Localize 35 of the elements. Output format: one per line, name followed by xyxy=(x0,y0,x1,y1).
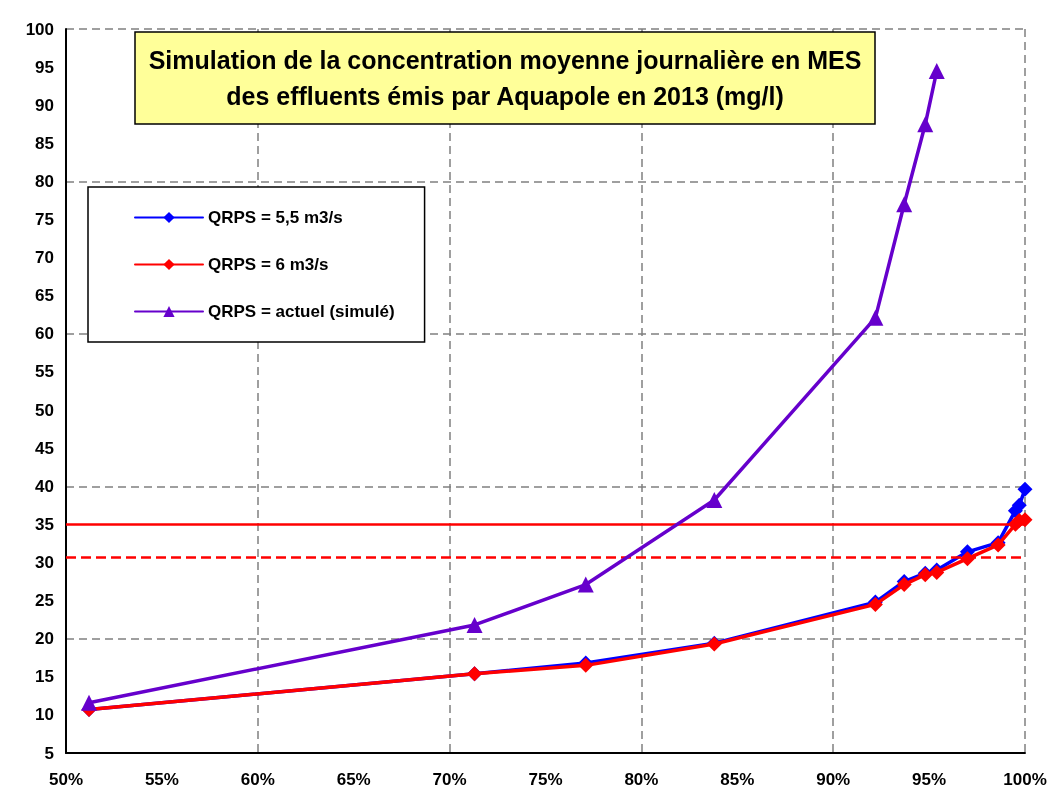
y-tick-label: 45 xyxy=(35,438,54,458)
y-tick-label: 60 xyxy=(35,324,54,344)
y-tick-label: 95 xyxy=(35,57,54,77)
x-tick-label: 90% xyxy=(816,770,851,789)
y-tick-label: 85 xyxy=(35,133,54,153)
x-tick-label: 50% xyxy=(48,770,84,789)
y-tick-label: 35 xyxy=(35,514,54,534)
y-tick-label: 80 xyxy=(35,171,54,191)
y-tick-label: 20 xyxy=(35,629,54,649)
x-tick-label: 80% xyxy=(624,770,659,789)
legend-label: QRPS = 5,5 m3/s xyxy=(208,208,343,227)
x-tick-label: 85% xyxy=(720,770,755,789)
y-tick-label: 30 xyxy=(35,552,54,572)
y-tick-label: 15 xyxy=(35,667,54,687)
y-tick-label: 70 xyxy=(35,248,54,268)
x-tick-label: 100% xyxy=(1003,770,1047,789)
y-tick-label: 65 xyxy=(35,286,54,306)
x-tick-label: 75% xyxy=(528,770,563,789)
y-tick-label: 75 xyxy=(35,210,54,230)
y-tick-label: 40 xyxy=(35,476,54,496)
x-tick-label: 70% xyxy=(432,770,467,789)
x-tick-label: 60% xyxy=(240,770,275,789)
x-tick-label: 65% xyxy=(336,770,371,789)
legend-label: QRPS = actuel (simulé) xyxy=(208,302,395,321)
x-tick-label: 95% xyxy=(912,770,947,789)
text: Simulation de la concentration moyenne journalière en MES des effluents émis par Aquapole en 2013 (mg/l) xyxy=(148,46,862,110)
y-tick-label: 25 xyxy=(35,591,54,611)
legend-label: QRPS = 6 m3/s xyxy=(208,255,329,274)
y-tick-label: 100 xyxy=(25,19,54,39)
x-tick-label: 55% xyxy=(144,770,179,789)
y-tick-label: 55 xyxy=(35,362,54,382)
y-tick-label: 10 xyxy=(35,705,54,725)
y-tick-label: 90 xyxy=(35,95,54,115)
y-tick-label: 50 xyxy=(35,400,54,420)
y-tick-label: 5 xyxy=(44,743,54,763)
